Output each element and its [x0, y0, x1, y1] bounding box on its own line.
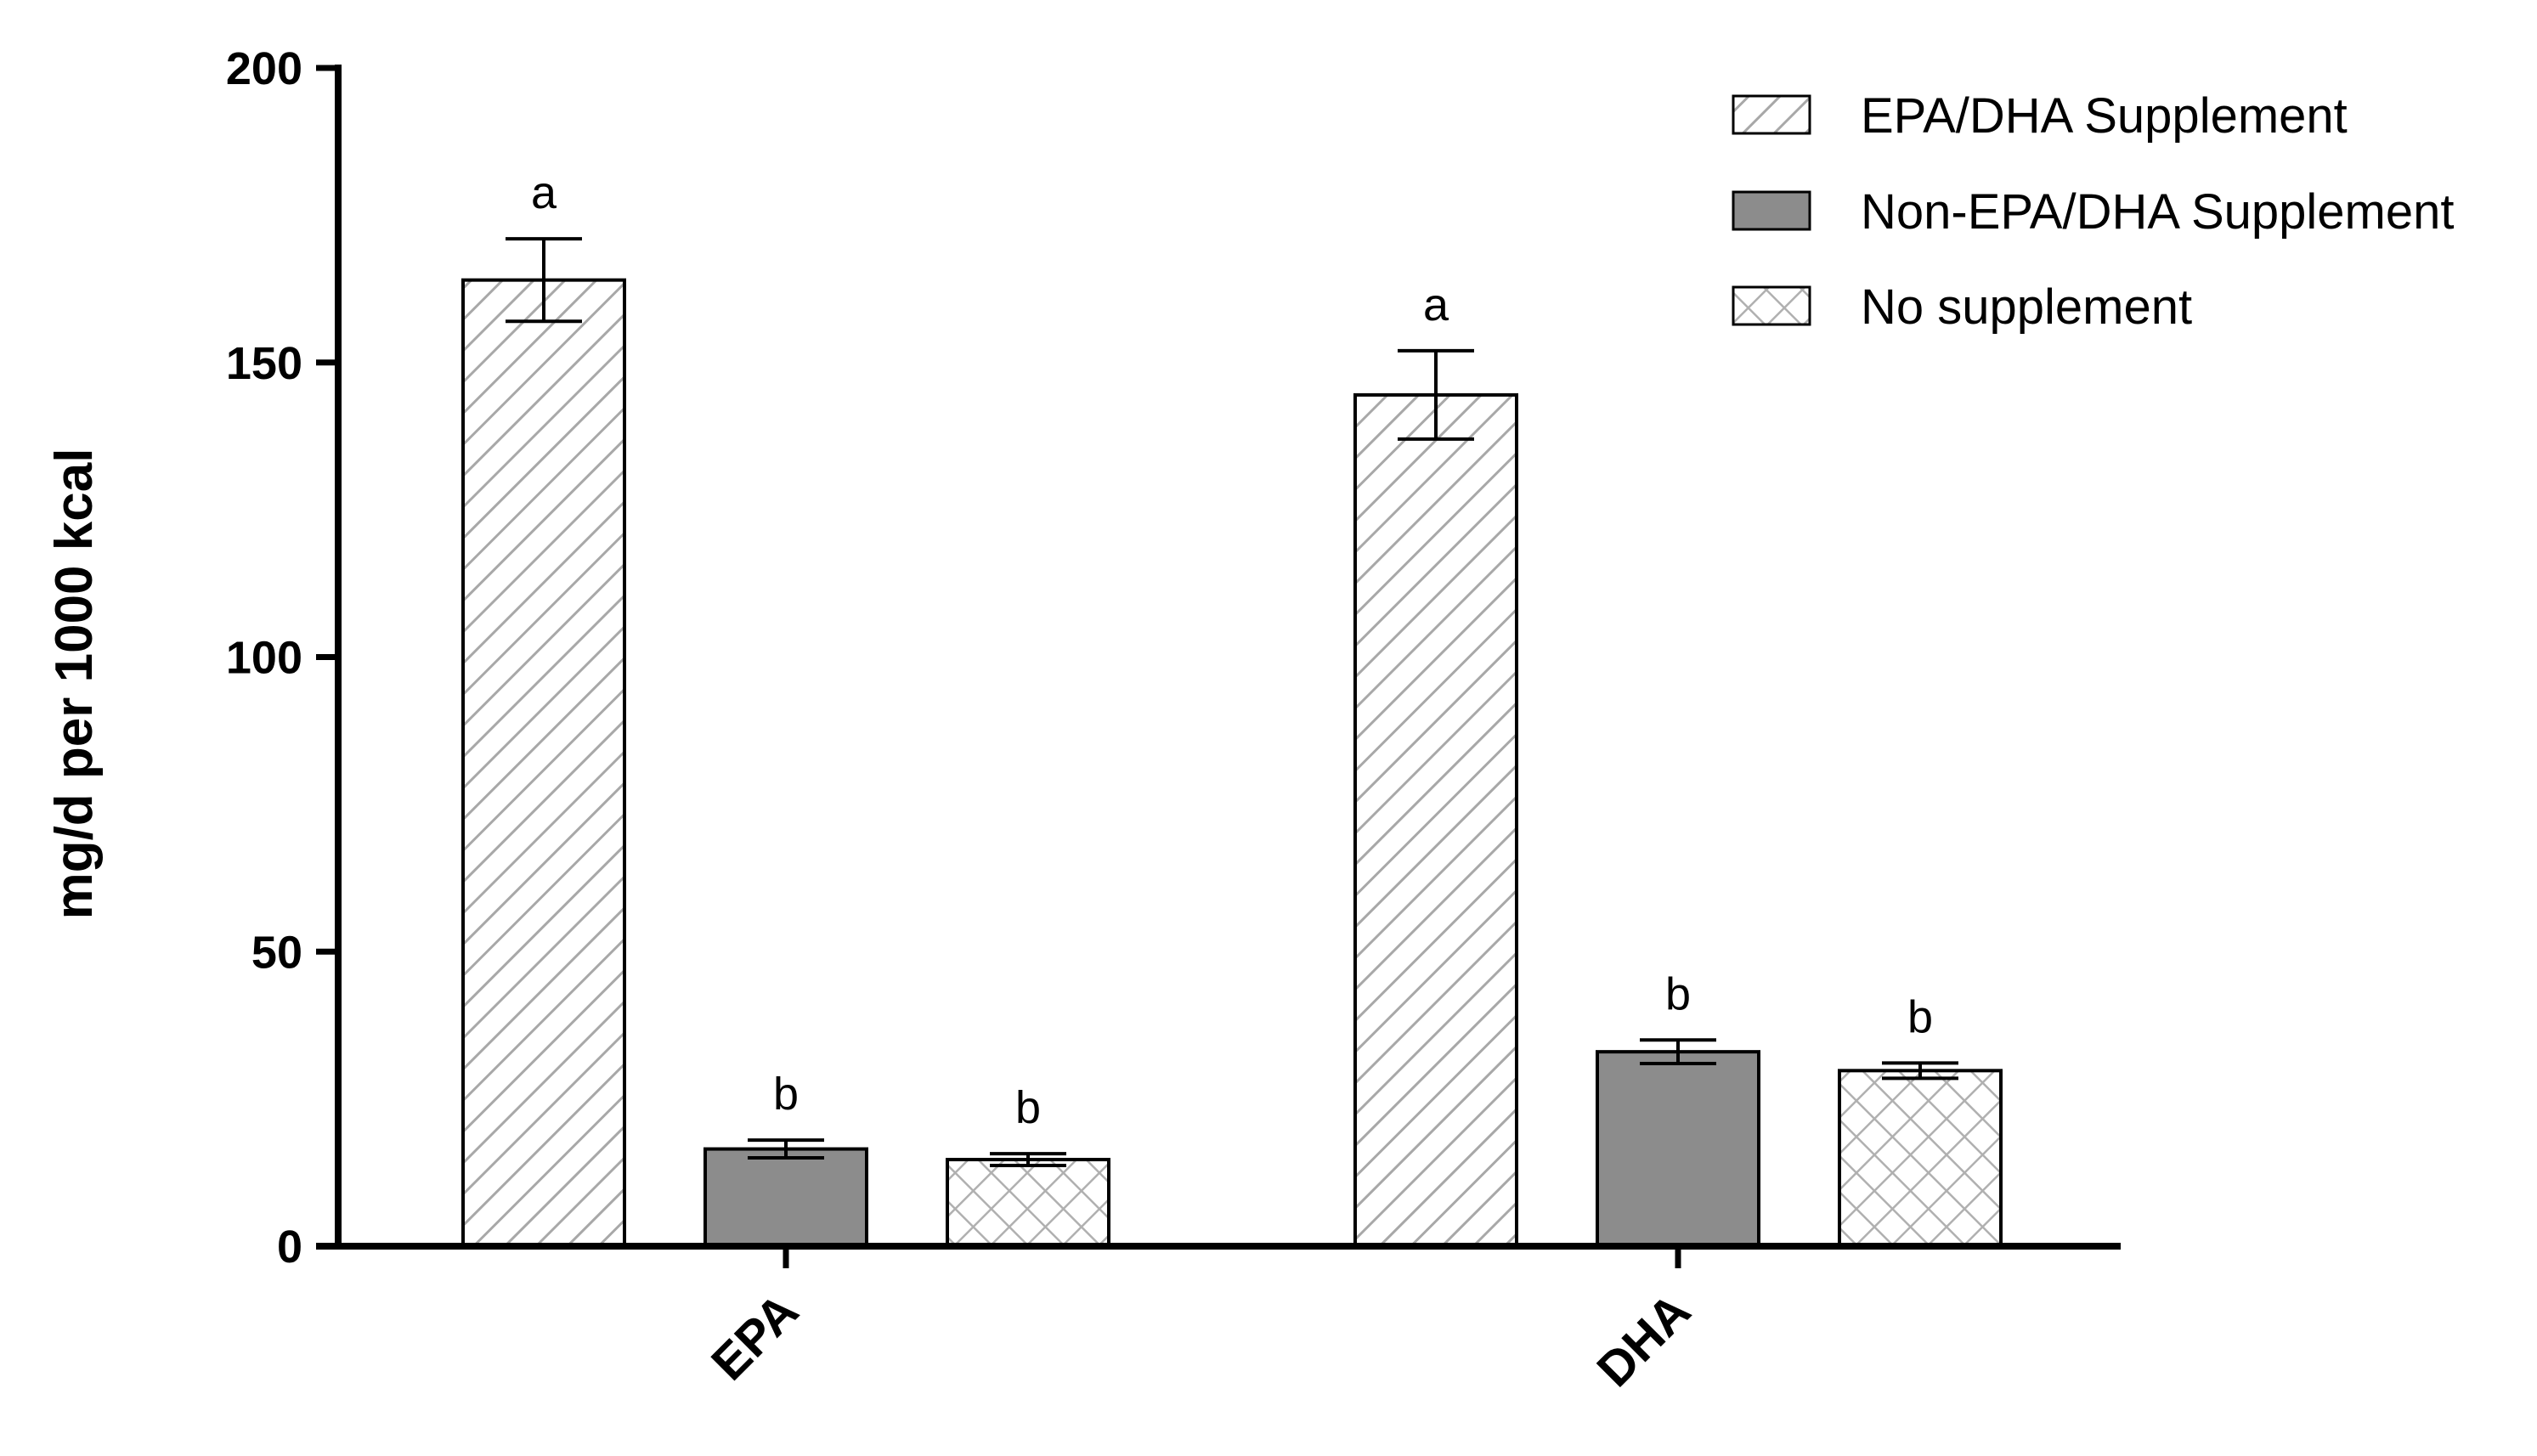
legend-swatch [1732, 190, 1811, 231]
significance-label: b [773, 1069, 799, 1120]
legend: EPA/DHA Supplement Non-EPA/DHA Supplement… [1732, 88, 2455, 335]
significance-label: a [531, 167, 557, 218]
legend-swatch [1732, 285, 1811, 326]
legend-label: No supplement [1861, 279, 2192, 335]
x-axis-categories: EPA DHA [701, 1246, 1701, 1397]
y-tick-label: 150 [226, 338, 302, 389]
bar [946, 1158, 1110, 1249]
significance-label: b [1665, 968, 1691, 1019]
x-tick-label: EPA [701, 1283, 809, 1391]
y-tick-label: 50 [251, 927, 302, 978]
y-axis-label: mg/d per 1000 kcal [45, 449, 104, 920]
significance-label: a [1423, 279, 1449, 330]
bar [1596, 1050, 1760, 1249]
bar [1353, 392, 1518, 1248]
y-tick-label: 100 [226, 633, 302, 684]
legend-swatch [1732, 94, 1811, 135]
legend-label: EPA/DHA Supplement [1861, 88, 2348, 144]
y-tick-label: 0 [277, 1222, 302, 1273]
error-bars [506, 237, 1958, 1167]
significance-label: b [1907, 991, 1933, 1042]
significance-label: b [1015, 1082, 1041, 1133]
bar [1838, 1069, 2003, 1249]
x-tick-label: DHA [1586, 1283, 1701, 1397]
bar [703, 1147, 868, 1249]
y-axis-ticks: 0 50 100 150 200 [226, 43, 338, 1273]
y-tick-label: 200 [226, 43, 302, 94]
bars [461, 278, 2003, 1249]
bar [461, 278, 626, 1248]
significance-labels: a b b a b b [531, 167, 1933, 1133]
legend-label: Non-EPA/DHA Supplement [1861, 184, 2455, 240]
